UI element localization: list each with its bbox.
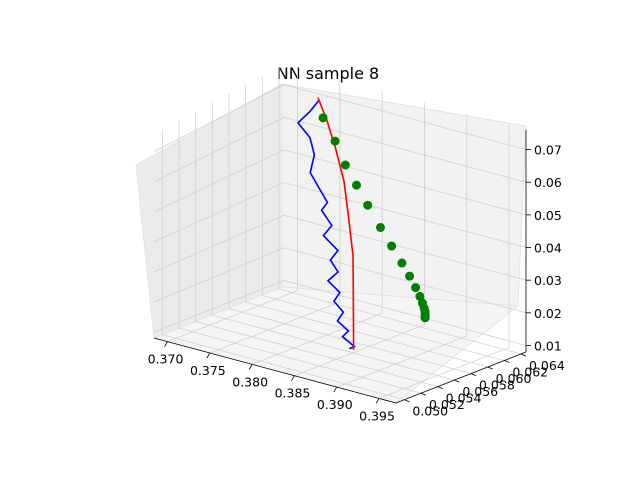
y-tick-mark <box>520 353 527 357</box>
z-grid-line <box>153 247 527 314</box>
y-tick-label: 0.052 <box>429 397 465 412</box>
series-3-point <box>405 271 415 281</box>
series-3-point <box>318 113 328 123</box>
y-grid-line <box>161 129 405 401</box>
series-3-point <box>387 241 397 251</box>
x-grid-line <box>209 80 341 354</box>
z-tick-label: 0.04 <box>534 241 562 256</box>
x-tick-label: 0.370 <box>148 352 184 367</box>
x-tick-mark <box>164 341 168 347</box>
series-3-point <box>352 180 362 190</box>
series-2-line <box>317 97 355 350</box>
z-grid-line <box>153 149 527 216</box>
x-tick-label: 0.385 <box>275 386 311 401</box>
z-grid-line <box>153 116 527 183</box>
y-grid-line <box>211 102 455 381</box>
data-series <box>296 97 430 350</box>
y-tick-mark <box>487 366 493 370</box>
grid-lines <box>153 67 527 401</box>
z-tick-label: 0.02 <box>534 306 562 321</box>
y-tick-label: 0.056 <box>462 384 498 399</box>
series-3-point <box>340 160 350 170</box>
series-3-point <box>375 222 385 232</box>
x-tick-mark <box>291 375 295 381</box>
y-tick-label: 0.050 <box>412 404 448 419</box>
y-tick-mark <box>470 373 477 376</box>
y-grid-line <box>278 67 522 355</box>
series-1-line <box>296 99 356 350</box>
z-grid-line <box>153 214 527 281</box>
z-grid-line <box>153 280 527 346</box>
x-tick-mark <box>333 386 338 393</box>
x-grid-line <box>378 125 510 399</box>
z-tick-label: 0.03 <box>534 273 562 288</box>
y-tick-mark <box>437 386 443 390</box>
z-tick-label: 0.07 <box>534 143 562 158</box>
series-3-point <box>397 258 407 268</box>
x-axis-line <box>153 337 397 404</box>
y-tick-label: 0.058 <box>479 378 515 393</box>
y-grid-line <box>228 94 472 374</box>
x-tick-mark <box>375 398 380 404</box>
x-tick-label: 0.395 <box>359 408 395 423</box>
x-tick-label: 0.375 <box>190 363 226 378</box>
y-tick-label: 0.064 <box>529 358 565 373</box>
z-grid-line <box>153 182 527 248</box>
y-tick-label: 0.062 <box>512 365 548 380</box>
series-3-point <box>415 291 425 301</box>
y-tick-mark <box>420 392 427 396</box>
y-tick-label: 0.060 <box>496 371 532 386</box>
series-3-point <box>420 313 430 323</box>
y-grid-line <box>195 111 438 388</box>
y-grid-line <box>261 76 505 361</box>
x-tick-label: 0.380 <box>232 374 268 389</box>
x-tick-label: 0.390 <box>317 397 353 412</box>
x-grid-line <box>336 114 468 388</box>
chart-title: NN sample 8 <box>277 64 379 83</box>
tick-labels: 0.370 0.375 0.380 0.385 0.390 0.395 0.0500.052… <box>148 143 565 424</box>
y-grid-line <box>178 120 422 394</box>
series-3-point <box>330 136 340 146</box>
series-3-point <box>363 200 373 210</box>
y-tick-label: 0.054 <box>446 391 482 406</box>
y-tick-mark <box>454 379 460 383</box>
x-grid-line <box>167 68 298 343</box>
x-grid-line <box>294 102 425 377</box>
z-tick-label: 0.05 <box>534 208 562 223</box>
y-grid-line <box>245 85 488 368</box>
z-tick-label: 0.01 <box>534 338 562 353</box>
z-grid-line <box>153 84 527 153</box>
x-tick-mark <box>206 352 211 359</box>
z-tick-label: 0.06 <box>534 175 562 190</box>
y-tick-mark <box>504 360 510 363</box>
x-grid-line <box>252 91 383 365</box>
series-3-point <box>411 283 421 293</box>
x-tick-mark <box>248 364 253 370</box>
y-tick-mark <box>404 399 410 403</box>
axes <box>153 130 531 404</box>
